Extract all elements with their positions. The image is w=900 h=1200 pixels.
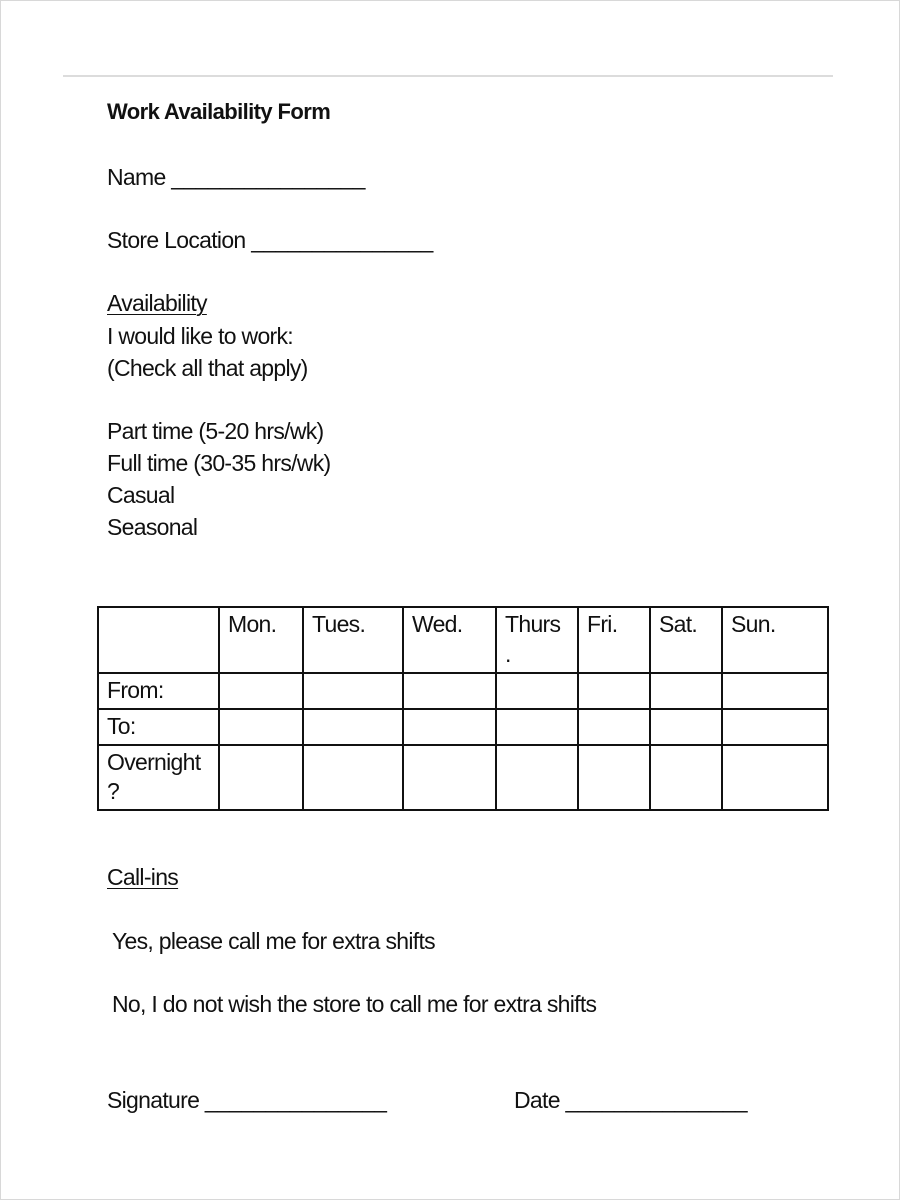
cell[interactable] — [649, 743, 723, 812]
cell[interactable] — [495, 707, 579, 746]
cell[interactable] — [218, 743, 304, 812]
option-full-time[interactable]: Full time (30-35 hrs/wk) — [107, 450, 331, 476]
schedule-table: Mon. Tues. Wed. Thurs . Fri. Sat. Sun. F… — [97, 606, 829, 812]
header-wed: Wed. — [402, 606, 497, 674]
callins-no-option[interactable]: No, I do not wish the store to call me f… — [112, 991, 597, 1017]
option-part-time[interactable]: Part time (5-20 hrs/wk) — [107, 418, 324, 444]
row-label-to: To: — [97, 707, 220, 746]
availability-heading: Availability — [107, 290, 208, 316]
cell[interactable] — [649, 707, 723, 746]
cell[interactable] — [577, 743, 651, 812]
form-title: Work Availability Form — [107, 99, 331, 124]
cell[interactable] — [402, 671, 497, 710]
cell[interactable] — [302, 671, 404, 710]
cell[interactable] — [218, 707, 304, 746]
cell[interactable] — [495, 743, 579, 812]
row-label-from: From: — [97, 671, 220, 710]
header-fri: Fri. — [577, 606, 651, 674]
cell[interactable] — [577, 707, 651, 746]
availability-line1: I would like to work: — [107, 323, 294, 349]
cell[interactable] — [302, 743, 404, 812]
table-row: From: — [97, 671, 829, 710]
cell[interactable] — [721, 743, 829, 812]
option-casual[interactable]: Casual — [107, 482, 175, 508]
table-row: Overnight ? — [97, 743, 829, 812]
header-sun: Sun. — [721, 606, 829, 674]
row-label-overnight: Overnight ? — [97, 743, 220, 812]
cell[interactable] — [495, 671, 579, 710]
cell[interactable] — [721, 707, 829, 746]
date-field[interactable]: Date _______________ — [514, 1087, 748, 1113]
cell[interactable] — [721, 671, 829, 710]
header-cell-empty — [97, 606, 220, 674]
header-mon: Mon. — [218, 606, 304, 674]
table-row: To: — [97, 707, 829, 746]
table-header-row: Mon. Tues. Wed. Thurs . Fri. Sat. Sun. — [97, 606, 829, 674]
signature-field[interactable]: Signature _______________ — [107, 1087, 387, 1113]
header-tue: Tues. — [302, 606, 404, 674]
callins-heading: Call-ins — [107, 864, 179, 890]
cell[interactable] — [218, 671, 304, 710]
option-seasonal[interactable]: Seasonal — [107, 514, 198, 540]
cell[interactable] — [302, 707, 404, 746]
store-location-field[interactable]: Store Location _______________ — [107, 227, 433, 253]
name-field[interactable]: Name ________________ — [107, 164, 365, 190]
cell[interactable] — [402, 743, 497, 812]
cell[interactable] — [649, 671, 723, 710]
header-sat: Sat. — [649, 606, 723, 674]
cell[interactable] — [577, 671, 651, 710]
header-divider — [63, 75, 833, 77]
availability-line2: (Check all that apply) — [107, 355, 308, 381]
cell[interactable] — [402, 707, 497, 746]
header-thu: Thurs . — [495, 606, 579, 674]
callins-yes-option[interactable]: Yes, please call me for extra shifts — [112, 928, 436, 954]
